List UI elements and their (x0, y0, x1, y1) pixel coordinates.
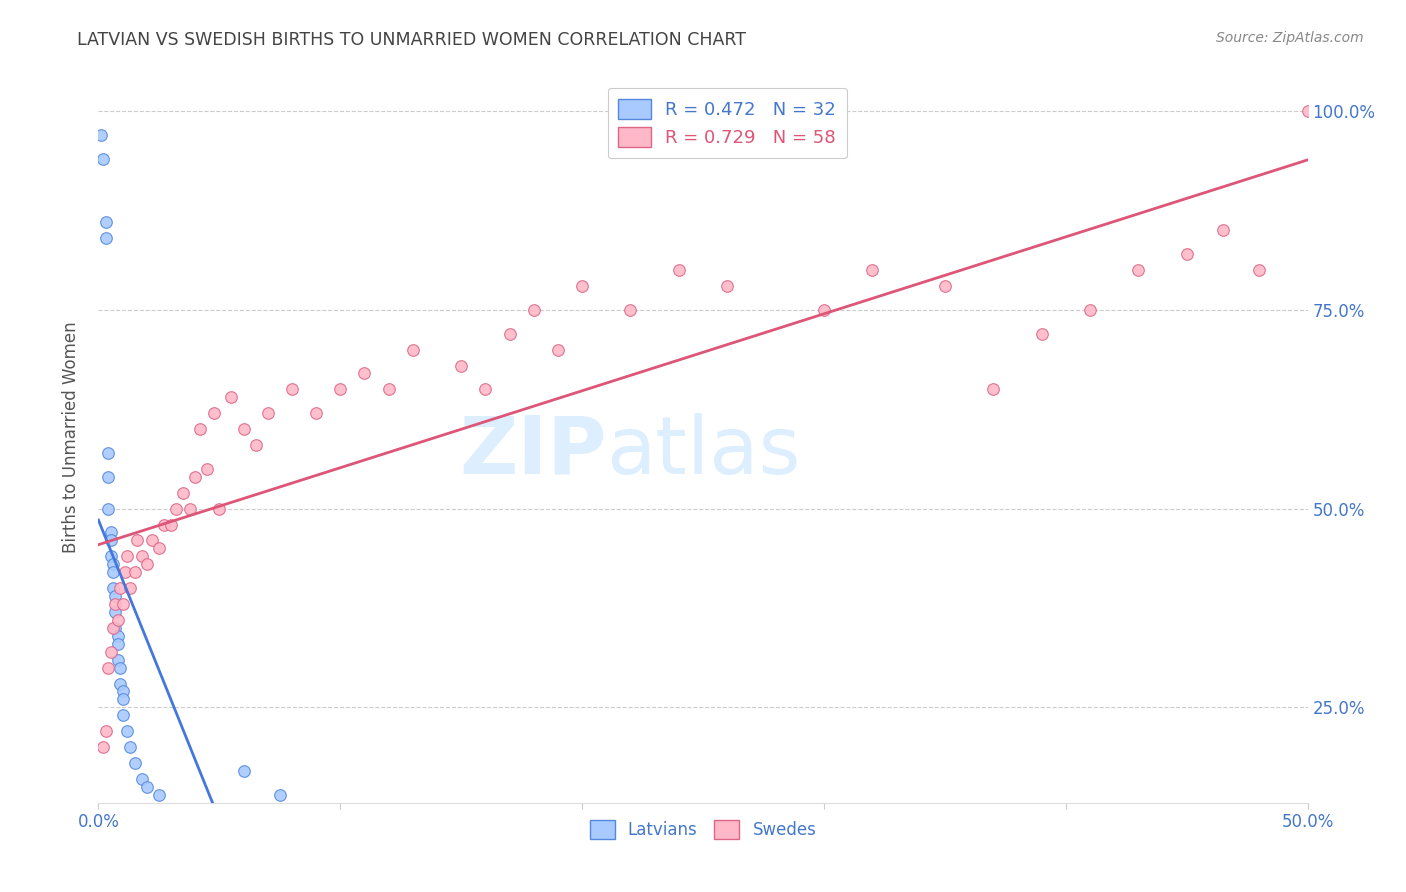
Point (91, 740, 114, 755)
Point (208, 501, 231, 516)
Point (450, 359, 472, 373)
Legend: Latvians, Swedes: Latvians, Swedes (583, 814, 823, 846)
Point (100, 533, 122, 548)
Point (232, 422, 254, 436)
Point (90, 128, 112, 142)
Point (107, 637, 129, 651)
Point (1031, 326, 1053, 341)
Point (111, 708, 134, 723)
Point (148, 788, 170, 802)
Point (571, 279, 593, 293)
Text: LATVIAN VS SWEDISH BIRTHS TO UNMARRIED WOMEN CORRELATION CHART: LATVIAN VS SWEDISH BIRTHS TO UNMARRIED W… (77, 31, 747, 49)
Point (1296, 104, 1319, 119)
Point (716, 279, 738, 293)
Point (100, 525, 122, 540)
Point (860, 263, 883, 277)
Point (813, 302, 835, 317)
Point (117, 724, 139, 739)
Text: Source: ZipAtlas.com: Source: ZipAtlas.com (1216, 31, 1364, 45)
Point (94, 724, 117, 739)
Point (188, 422, 211, 436)
Point (1212, 223, 1234, 237)
Point (100, 645, 122, 659)
Point (668, 263, 690, 277)
Text: ZIP: ZIP (458, 413, 606, 491)
Point (981, 383, 1004, 397)
Point (104, 597, 127, 611)
Point (184, 470, 207, 484)
Point (1128, 263, 1150, 277)
Point (195, 462, 218, 476)
Point (131, 549, 153, 564)
Point (100, 549, 122, 564)
Point (172, 485, 194, 500)
Point (91, 152, 114, 166)
Point (160, 517, 183, 532)
Point (498, 326, 520, 341)
Point (107, 613, 129, 627)
Point (547, 343, 569, 357)
Point (101, 558, 124, 572)
Text: atlas: atlas (606, 413, 800, 491)
Point (97, 446, 120, 460)
Point (124, 756, 146, 770)
Point (523, 302, 546, 317)
Point (402, 343, 425, 357)
Point (179, 501, 201, 516)
Point (108, 660, 131, 674)
Point (114, 566, 136, 580)
Point (148, 541, 170, 556)
Point (152, 517, 174, 532)
Point (353, 367, 375, 381)
Point (1249, 263, 1271, 277)
Point (111, 597, 134, 611)
Point (165, 501, 187, 516)
Point (131, 772, 153, 786)
Point (305, 406, 328, 420)
Point (135, 558, 157, 572)
Point (101, 566, 124, 580)
Point (256, 406, 278, 420)
Point (101, 621, 124, 635)
Point (269, 788, 291, 802)
Point (101, 581, 124, 595)
Point (232, 764, 254, 778)
Point (111, 692, 134, 706)
Point (1175, 247, 1198, 261)
Point (1078, 302, 1101, 317)
Point (135, 780, 157, 794)
Point (281, 383, 304, 397)
Point (377, 383, 399, 397)
Point (97, 501, 120, 516)
Point (97, 660, 120, 674)
Point (117, 549, 139, 564)
Point (141, 533, 163, 548)
Point (107, 629, 129, 643)
Point (94, 231, 117, 245)
Point (124, 566, 146, 580)
Point (104, 621, 127, 635)
Point (97, 470, 120, 484)
Point (94, 215, 117, 229)
Point (118, 581, 141, 595)
Point (111, 684, 134, 698)
Point (127, 533, 149, 548)
Point (245, 438, 267, 452)
Y-axis label: Births to Unmarried Women: Births to Unmarried Women (62, 321, 80, 553)
Point (108, 581, 131, 595)
Point (329, 383, 352, 397)
Point (221, 390, 243, 404)
Point (474, 383, 496, 397)
Point (934, 279, 956, 293)
Point (204, 406, 226, 420)
Point (104, 589, 127, 603)
Point (619, 302, 641, 317)
Point (104, 605, 127, 619)
Point (118, 740, 141, 755)
Point (108, 676, 131, 690)
Point (107, 653, 129, 667)
